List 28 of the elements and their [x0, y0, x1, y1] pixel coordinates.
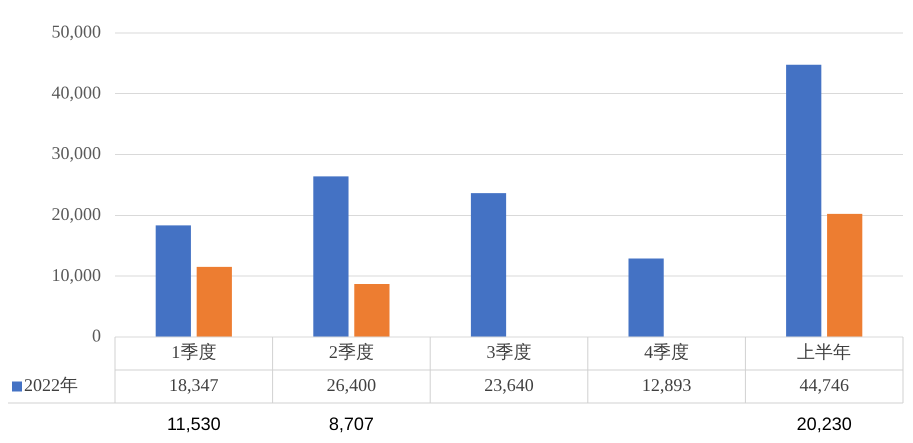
y-tick-label: 50,000	[52, 22, 101, 42]
y-tick-label: 20,000	[52, 204, 101, 224]
x-tick-label: 上半年	[797, 342, 852, 362]
bar	[827, 214, 862, 336]
data-label: 11,530	[166, 414, 221, 434]
y-tick-label: 0	[92, 326, 101, 346]
x-tick-label: 3季度	[486, 342, 532, 362]
y-tick-label: 30,000	[52, 143, 101, 164]
bar	[786, 64, 822, 336]
y-tick-label: 40,000	[52, 82, 101, 102]
data-label: 18,347	[169, 375, 219, 396]
y-tick-label: 10,000	[52, 264, 101, 285]
x-tick-label: 4季度	[644, 342, 690, 362]
data-label: 8,707	[328, 414, 374, 434]
bar	[156, 225, 191, 336]
data-label: 12,893	[642, 375, 692, 396]
data-label: 26,400	[326, 375, 376, 396]
x-tick-label: 1季度	[171, 342, 216, 362]
x-tick-label: 2季度	[328, 342, 374, 362]
bar	[196, 266, 232, 336]
legend-label: 2022年	[24, 375, 78, 396]
bar	[313, 176, 349, 336]
bar	[470, 193, 506, 336]
data-label: 44,746	[799, 375, 849, 396]
bar	[354, 284, 390, 336]
bar	[628, 258, 664, 336]
data-label: 23,640	[484, 375, 534, 396]
data-label: 20,230	[796, 414, 852, 434]
